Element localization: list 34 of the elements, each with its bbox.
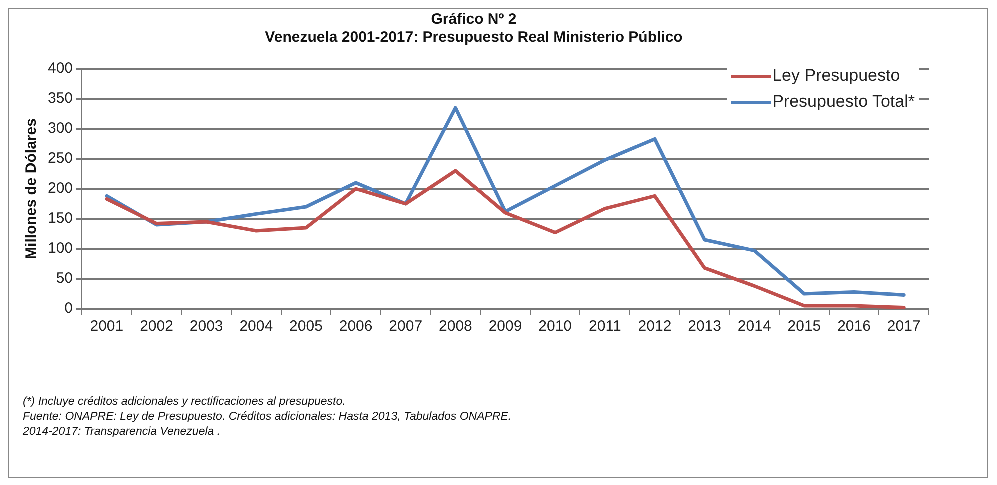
y-tick-label: 150 [48, 210, 74, 228]
x-tick-label: 2015 [788, 318, 822, 336]
legend-label: Presupuesto Total* [772, 91, 915, 113]
x-tick-label: 2002 [140, 318, 174, 336]
x-tick-label: 2011 [589, 318, 622, 336]
x-tick-label: 2006 [339, 318, 373, 336]
chart-subtitle: Venezuela 2001-2017: Presupuesto Real Ministerio Público [265, 29, 683, 46]
y-tick-label: 100 [48, 240, 74, 258]
y-tick-label: 50 [56, 270, 74, 288]
x-tick-label: 2009 [488, 318, 522, 336]
y-tick-label: 300 [48, 120, 74, 138]
x-tick-label: 2007 [389, 318, 423, 336]
y-tick-label: 250 [48, 150, 74, 168]
legend-label: Ley Presupuesto [772, 65, 900, 87]
x-tick-label: 2016 [838, 318, 871, 336]
y-tick-label: 200 [48, 180, 74, 198]
y-tick-label: 0 [64, 300, 74, 318]
chart-title: Gráfico Nº 2 [431, 11, 517, 28]
y-axis-title: Millones de Dólares [23, 118, 40, 260]
x-tick-label: 2014 [738, 318, 772, 336]
y-tick-label: 350 [48, 90, 74, 108]
x-tick-label: 2010 [538, 318, 572, 336]
text: (*) Incluye créditos adicionales y rectificaciones al presupuesto. [23, 395, 347, 410]
x-tick-label: 2008 [439, 318, 472, 336]
source-note: Fuente: ONAPRE: Ley de Presupuesto. Créditos adicionales: Hasta 2013, Tabulados ONAPRE. [23, 410, 512, 425]
x-tick-label: 2012 [638, 318, 672, 336]
x-tick-label: 2001 [90, 318, 124, 336]
text: 2014-2017: Transparencia Venezuela . [23, 425, 222, 440]
x-tick-label: 2003 [190, 318, 224, 336]
x-tick-label: 2017 [887, 318, 921, 336]
y-tick-label: 400 [48, 60, 74, 78]
x-tick-label: 2004 [240, 318, 274, 336]
x-tick-label: 2013 [688, 318, 722, 336]
x-tick-label: 2005 [290, 318, 323, 336]
